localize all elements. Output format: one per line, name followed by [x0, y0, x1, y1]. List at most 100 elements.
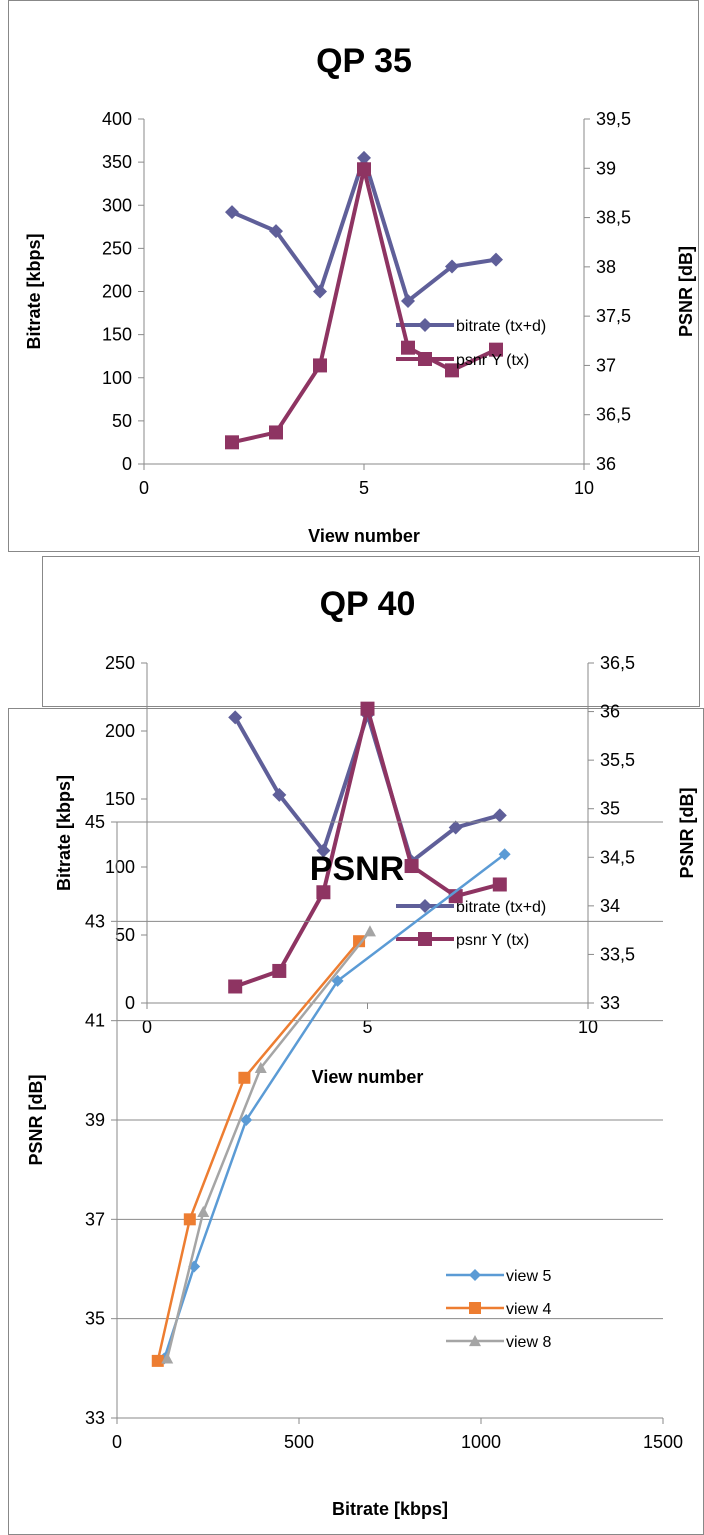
y-axis-title: Bitrate [kbps] [54, 775, 74, 891]
y2-tick-label: 33 [600, 993, 620, 1013]
legend-label: view 8 [506, 1334, 551, 1351]
series-2 [225, 162, 503, 450]
data-point [272, 963, 287, 978]
legend-marker [418, 352, 432, 366]
y-tick-label: 37 [85, 1209, 105, 1229]
y-tick-label: 0 [125, 993, 135, 1013]
legend-marker [418, 899, 432, 913]
data-point [254, 1061, 267, 1073]
legend-label: bitrate (tx+d) [456, 899, 546, 916]
data-point [498, 848, 511, 861]
x-axis-title: View number [312, 1067, 424, 1087]
legend-label: psnr Y (tx) [456, 932, 529, 949]
data-point [272, 787, 287, 802]
legend-marker [418, 318, 432, 332]
series-line [156, 940, 361, 1362]
series-line [231, 167, 497, 445]
y2-tick-label: 36,5 [600, 653, 635, 673]
x-tick-label: 500 [284, 1432, 314, 1452]
data-point [360, 701, 375, 716]
data-point [492, 808, 507, 823]
data-point [238, 1071, 251, 1084]
y2-axis-title: PSNR [dB] [676, 246, 696, 337]
data-point [401, 340, 415, 355]
y2-tick-label: 37 [596, 355, 616, 375]
data-point [313, 358, 327, 373]
data-point [161, 1352, 174, 1364]
data-point [228, 979, 243, 994]
x-tick-label: 10 [578, 1017, 598, 1037]
series-1 [228, 707, 507, 869]
qp40-chart-panel [42, 556, 700, 707]
y2-tick-label: 39 [596, 158, 616, 178]
chart-title: QP 35 [316, 42, 412, 80]
data-point [492, 877, 507, 892]
data-point [357, 150, 371, 165]
y2-tick-label: 36 [600, 702, 620, 722]
y2-tick-label: 38,5 [596, 208, 631, 228]
data-point [269, 224, 283, 239]
y-tick-label: 0 [122, 454, 132, 474]
y2-tick-label: 34,5 [600, 847, 635, 867]
x-tick-label: 10 [574, 478, 594, 498]
y2-tick-label: 37,5 [596, 306, 631, 326]
legend-label: view 5 [506, 1268, 551, 1285]
data-point [228, 710, 243, 725]
data-point [313, 284, 327, 299]
data-point [445, 259, 459, 274]
series-2 [228, 701, 507, 994]
x-tick-label: 1000 [461, 1432, 501, 1452]
y2-axis-title: PSNR [dB] [677, 788, 697, 879]
y-tick-label: 150 [105, 789, 135, 809]
chart-title: QP 40 [320, 585, 416, 623]
chart-title: PSNR [310, 850, 404, 888]
series-2 [151, 935, 366, 1367]
series-line [233, 712, 501, 864]
legend-marker [418, 932, 432, 946]
chart-1: 0501001502002503003504003636,53737,53838… [24, 42, 696, 546]
y-tick-label: 35 [85, 1309, 105, 1329]
y2-tick-label: 35 [600, 799, 620, 819]
x-tick-label: 0 [142, 1017, 152, 1037]
y-tick-label: 39 [85, 1110, 105, 1130]
y2-tick-label: 34 [600, 896, 620, 916]
y2-tick-label: 38 [596, 257, 616, 277]
legend-marker [469, 1302, 481, 1314]
data-point [445, 363, 459, 378]
y-axis-title: Bitrate [kbps] [24, 233, 44, 349]
x-tick-label: 5 [362, 1017, 372, 1037]
x-tick-label: 5 [359, 478, 369, 498]
y2-tick-label: 33,5 [600, 944, 635, 964]
x-tick-label: 1500 [643, 1432, 683, 1452]
data-point [489, 342, 503, 357]
y-axis-title: PSNR [dB] [26, 1075, 46, 1166]
data-point [240, 1114, 253, 1126]
y-tick-label: 41 [85, 1011, 105, 1031]
y-tick-label: 33 [85, 1408, 105, 1428]
x-axis-title: Bitrate [kbps] [332, 1499, 448, 1519]
series-1 [158, 848, 511, 1365]
data-point [353, 935, 366, 948]
data-point [489, 252, 503, 267]
y-tick-label: 100 [105, 857, 135, 877]
y-tick-label: 100 [102, 368, 132, 388]
y-tick-label: 50 [115, 925, 135, 945]
series-1 [225, 150, 503, 308]
series-3 [161, 925, 376, 1364]
data-point [197, 1205, 210, 1217]
y2-tick-label: 39,5 [596, 109, 631, 129]
y2-tick-label: 35,5 [600, 750, 635, 770]
y-tick-label: 300 [102, 195, 132, 215]
y-tick-label: 250 [102, 238, 132, 258]
data-point [363, 925, 376, 937]
y-tick-label: 50 [112, 411, 132, 431]
data-point [404, 859, 419, 874]
data-point [225, 435, 239, 450]
legend-label: bitrate (tx+d) [456, 318, 546, 335]
data-point [357, 162, 371, 177]
y-tick-label: 400 [102, 109, 132, 129]
chart-2: 0 50 100 150 200 250 33 33,5 34 34,5 35 35,5 36 36,5 0… [54, 585, 697, 1087]
data-point [448, 820, 463, 835]
legend-marker [469, 1335, 481, 1347]
